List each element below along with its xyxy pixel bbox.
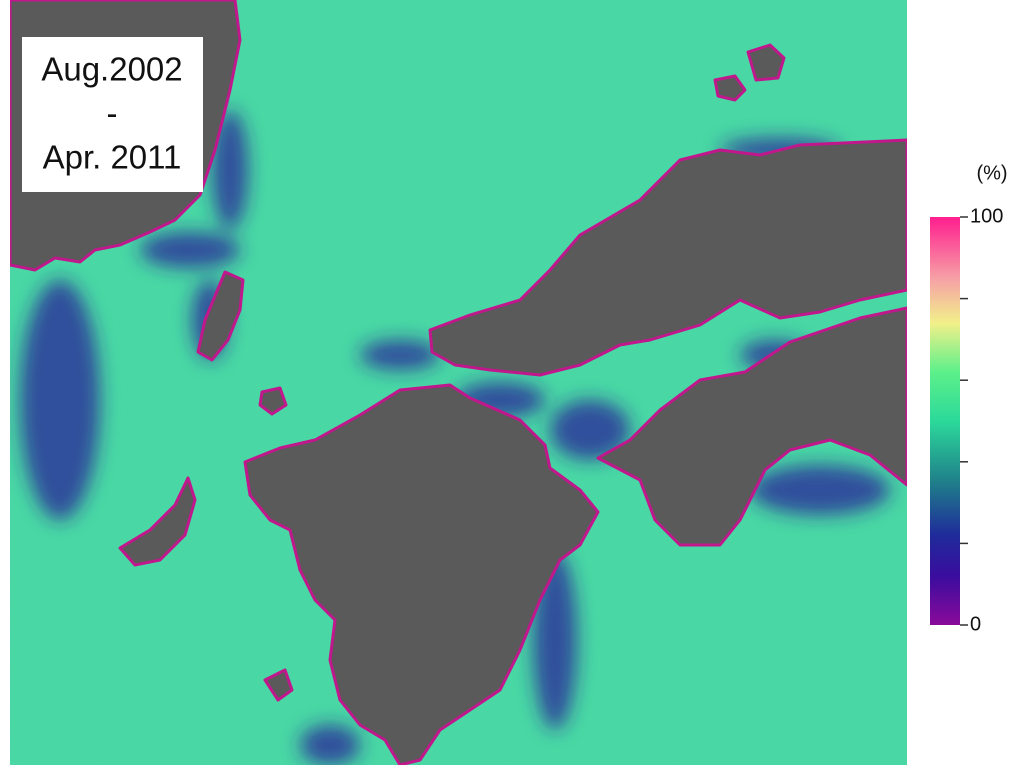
tick-label: 0 <box>970 613 981 635</box>
colorbar-unit: (%) <box>976 162 1007 184</box>
colorbar-ticks: 0 100 <box>960 205 1003 635</box>
label-line: Apr. 2011 <box>43 139 182 176</box>
label-line: Aug.2002 <box>41 51 182 88</box>
colorbar <box>930 217 960 625</box>
label-line: - <box>107 95 118 132</box>
tick-label: 100 <box>970 205 1003 227</box>
page: Aug.2002 - Apr. 2011 (%) 0 100 <box>0 0 1017 765</box>
